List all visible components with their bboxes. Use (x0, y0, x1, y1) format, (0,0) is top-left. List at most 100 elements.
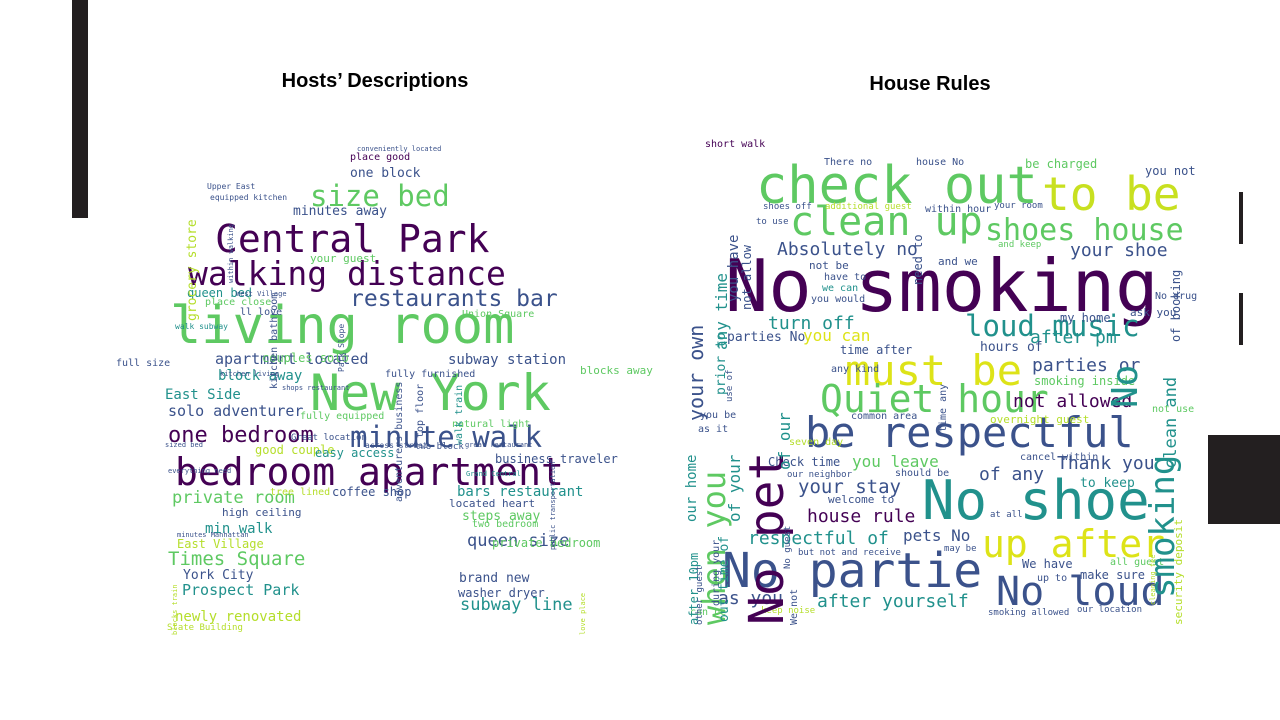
host-description-word: grocery store (185, 219, 200, 322)
host-description-word: place good (350, 152, 411, 163)
host-description-word: subway station (448, 352, 567, 368)
house-rule-word: shoes house (985, 213, 1184, 248)
house-rule-word: No (1105, 364, 1146, 409)
house-rule-word: of our (775, 411, 794, 470)
house-rule-word: shoes off (763, 202, 812, 212)
house-rule-word: clean and (1161, 376, 1181, 469)
host-description-word: minutes away (293, 204, 387, 219)
house-rule-word: my home (1060, 311, 1111, 325)
house-rule-word: of booking (1169, 269, 1183, 342)
host-description-word: Prospect Park (182, 581, 300, 599)
house-rule-word: to use (756, 217, 789, 227)
house-rule-word: loud music (965, 309, 1140, 343)
host-description-word: fully furnished (385, 369, 476, 380)
host-description-word: kitchen living (220, 370, 280, 378)
house-rule-word: overnight guest (990, 413, 1090, 426)
host-description-word: tree lined (270, 487, 331, 498)
house-rule-word: we can (822, 283, 859, 294)
house-rule-word: must be (845, 346, 1023, 395)
house-rule-word: our neighbor (787, 470, 853, 480)
host-description-word: Upper East (207, 182, 256, 191)
host-description-word: blocks train (171, 584, 179, 635)
host-description-word: coffee shop (332, 485, 412, 499)
house-rule-word: No loud (996, 569, 1165, 615)
host-description-word: minutes Manhattan (177, 531, 249, 539)
house-rule-word: your shoe (1070, 240, 1168, 261)
host-description-word: couples solo (262, 351, 349, 365)
house-rule-word: but not and receive (798, 548, 901, 558)
right-tick-mark-bottom (1239, 293, 1243, 345)
house-rule-word: your own (684, 324, 708, 421)
host-description-word: queen size (467, 531, 570, 551)
host-description-word: steps away (462, 509, 541, 524)
host-description-word: full size (116, 358, 171, 369)
host-description-word: high ceiling (222, 506, 302, 519)
house-rule-word: We have (1022, 557, 1073, 571)
host-description-word: brand new (459, 571, 530, 586)
house-rule-word: use of (725, 369, 735, 403)
host-description-word: Grand Central (466, 470, 521, 478)
host-description-word: bars restaurant (457, 484, 584, 500)
house-rule-word: of your (725, 454, 744, 523)
host-description-word: easy access (315, 446, 395, 460)
house-rule-word: you not (1145, 164, 1196, 178)
house-rule-word: to be (1042, 167, 1181, 221)
host-description-word: living room (170, 296, 515, 356)
host-description-word: solo adventurer (168, 402, 304, 420)
house-rule-word: can be (690, 607, 727, 618)
host-description-word: good couple (255, 443, 335, 457)
house-rule-word: be charged (1025, 157, 1098, 171)
house-rule-word: clean up (790, 199, 983, 245)
house-rule-word: any kind (831, 364, 880, 375)
host-description-word: one bedroom (168, 423, 314, 448)
house-rule-word: as it (698, 424, 729, 435)
host-description-word: New York (310, 364, 551, 422)
house-rule-word: our location (1077, 605, 1143, 615)
host-description-word: short walk (705, 139, 766, 150)
house-rule-word: cancel within (1020, 452, 1099, 463)
host-description-word: public transportation (549, 461, 557, 551)
house-rule-word: after pm (1030, 327, 1117, 348)
house-rules-title: House Rules (869, 73, 991, 95)
host-description-word: business traveler (495, 452, 618, 466)
house-rule-word: house rule (807, 506, 916, 527)
house-rule-word: cleaning fee (1149, 554, 1157, 606)
host-description-word: across street (365, 441, 428, 450)
house-rule-word: Quiet hour (820, 377, 1049, 421)
left-accent-bar (72, 0, 88, 218)
house-rule-word: up after (982, 522, 1166, 566)
host-description-word: natural light (452, 419, 531, 430)
house-rule-word: not allowed (1013, 391, 1133, 412)
host-description-word: sized bed (165, 441, 203, 449)
house-rule-word: additional guest (825, 202, 912, 212)
house-rule-word: turn off (768, 313, 855, 334)
house-rule-word: Thank you (1057, 453, 1155, 474)
host-description-word: East Village (177, 537, 264, 551)
house-rule-word: need to (911, 234, 925, 286)
host-description-word: apartment located (215, 350, 369, 368)
right-accent-block (1208, 435, 1280, 524)
host-description-word: State Building (167, 623, 243, 633)
house-rule-word: smoking allowed (988, 608, 1070, 618)
house-rule-word: after yourself (817, 591, 969, 612)
host-description-word: Park Slope (337, 323, 346, 372)
hosts-descriptions-title: Hosts’ Descriptions (281, 70, 469, 92)
house-rule-word: may be (944, 544, 977, 554)
house-rule-word: and we (938, 255, 978, 268)
host-description-word: Central Park (215, 217, 490, 261)
host-description-word: one block (350, 166, 421, 181)
host-description-word: private room (172, 488, 295, 508)
house-rule-word: No shoe (922, 469, 1150, 532)
house-rule-word: No partie (722, 543, 983, 599)
house-rule-word: parties No (727, 330, 806, 345)
host-description-word: great restaurant (465, 441, 533, 449)
house-rule-word: you can (803, 326, 871, 345)
house-rule-word: Absolutely no (777, 239, 918, 260)
house-rule-word: smoking inside (1034, 374, 1136, 388)
host-description-word: love place (579, 592, 587, 635)
host-description-word: washer dryer (458, 586, 545, 600)
house-rule-word: our home (684, 454, 700, 523)
host-description-word: equipped kitchen (210, 193, 288, 202)
house-rule-word: parties or (1032, 355, 1141, 376)
house-rule-word: have to (824, 272, 867, 283)
